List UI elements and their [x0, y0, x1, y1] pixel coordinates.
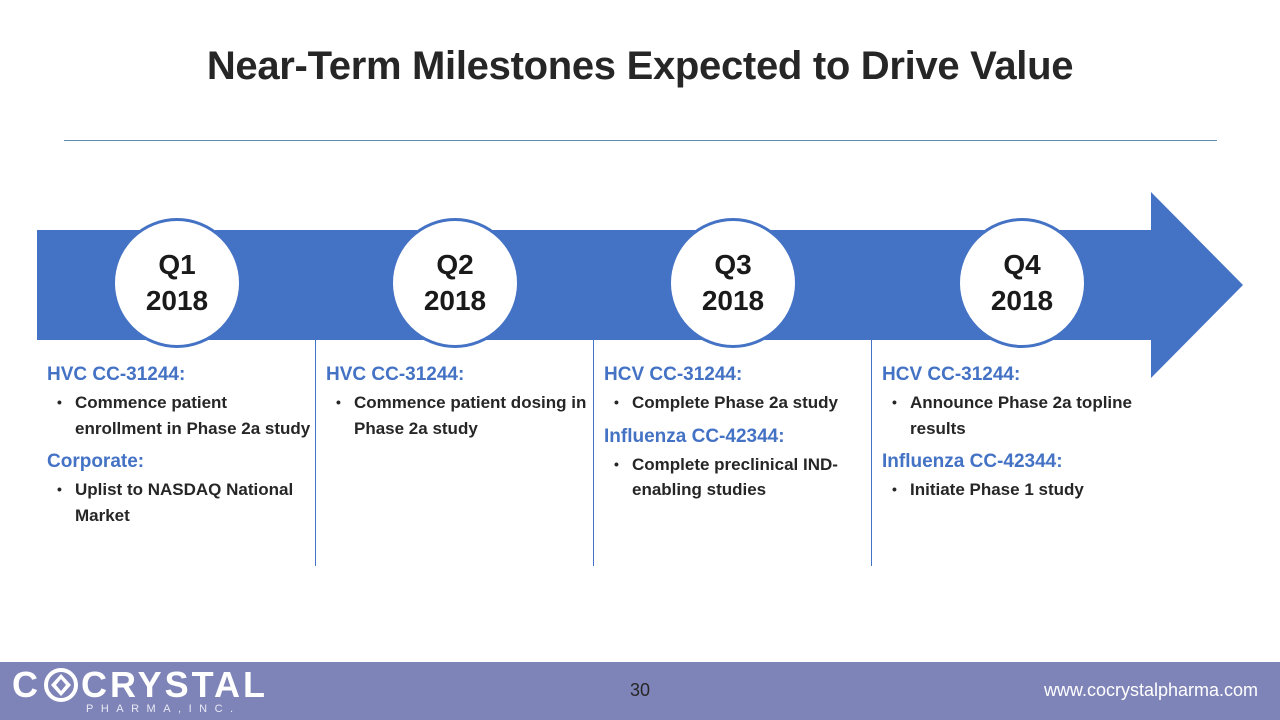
logo-text-right: CRYSTAL: [81, 664, 268, 705]
milestone-item: Commence patient dosing in Phase 2a stud…: [326, 390, 593, 441]
company-logo: C CRYSTAL: [12, 664, 268, 706]
milestone-heading: Corporate:: [47, 451, 145, 472]
quarter-year: 2018: [990, 285, 1054, 316]
milestone-column-q1: HVC CC-31244: Commence patient enrollmen…: [37, 340, 315, 566]
timeline-arrow-shape: [37, 192, 1243, 378]
milestone-item: Uplist to NASDAQ National Market: [47, 477, 315, 528]
crystal-logo-icon: [44, 668, 78, 702]
quarter-circle-q2: Q2 2018: [390, 218, 520, 348]
slide-title: Near-Term Milestones Expected to Drive V…: [206, 44, 1074, 88]
milestone-heading: HVC CC-31244:: [326, 364, 465, 385]
milestone-item: Commence patient enrollment in Phase 2a …: [47, 390, 315, 441]
website-url: www.cocrystalpharma.com: [1043, 680, 1258, 700]
quarter-circle-q1: Q1 2018: [112, 218, 242, 348]
footer-bar: C CRYSTAL PHARMA,INC. 30 www.cocrystalph…: [0, 662, 1280, 720]
milestone-list: Uplist to NASDAQ National Market: [47, 477, 315, 528]
quarter-label: Q2: [436, 249, 474, 280]
milestone-column-q2: HVC CC-31244: Commence patient dosing in…: [315, 340, 593, 566]
milestone-list: Commence patient enrollment in Phase 2a …: [47, 390, 315, 441]
milestone-list: Complete Phase 2a study: [604, 390, 871, 416]
milestone-item: Complete preclinical IND-enabling studie…: [604, 452, 871, 503]
milestone-item: Announce Phase 2a topline results: [882, 390, 1171, 441]
milestone-list: Initiate Phase 1 study: [882, 477, 1171, 503]
milestone-heading: Influenza CC-42344:: [882, 451, 1063, 472]
title-divider: [64, 140, 1217, 141]
milestone-list: Announce Phase 2a topline results: [882, 390, 1171, 441]
milestone-heading: Influenza CC-42344:: [604, 425, 785, 447]
quarter-label: Q4: [1003, 249, 1041, 280]
quarter-year: 2018: [423, 285, 487, 316]
milestone-item: Complete Phase 2a study: [604, 390, 871, 416]
quarter-label: Q3: [714, 249, 752, 280]
milestone-heading: HVC CC-31244:: [47, 364, 186, 385]
milestone-column-q3: HCV CC-31244: Complete Phase 2a study In…: [593, 340, 871, 566]
milestone-item: Initiate Phase 1 study: [882, 477, 1171, 503]
milestone-column-q4: HCV CC-31244: Announce Phase 2a topline …: [871, 340, 1171, 566]
milestone-list: Commence patient dosing in Phase 2a stud…: [326, 390, 593, 441]
quarter-year: 2018: [701, 285, 765, 316]
logo-subtitle: PHARMA,INC.: [86, 703, 241, 715]
quarter-circle-q4: Q4 2018: [957, 218, 1087, 348]
quarter-circle-q3: Q3 2018: [668, 218, 798, 348]
logo-text-left: C: [12, 664, 41, 705]
milestone-heading: HCV CC-31244:: [604, 364, 743, 385]
milestone-list: Complete preclinical IND-enabling studie…: [604, 452, 871, 503]
page-number: 30: [629, 680, 651, 700]
quarter-label: Q1: [158, 249, 196, 280]
quarter-year: 2018: [145, 285, 209, 316]
milestone-heading: HCV CC-31244:: [882, 364, 1021, 385]
